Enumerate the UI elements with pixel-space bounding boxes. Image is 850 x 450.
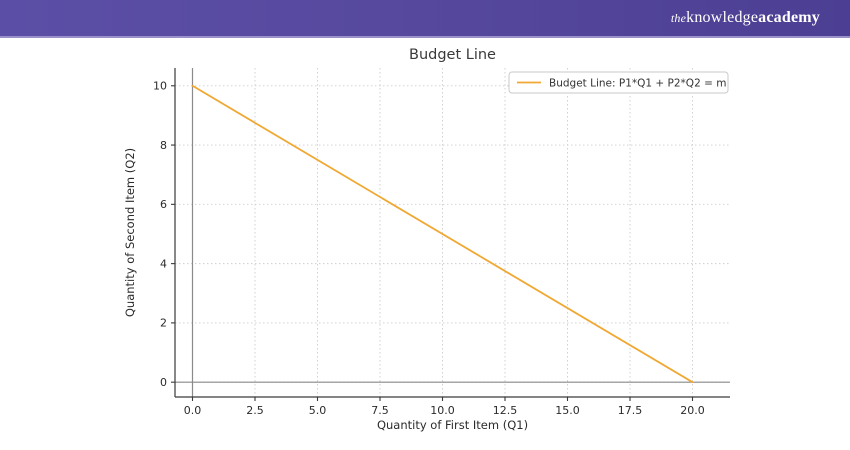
zero-reference-lines: [175, 68, 730, 397]
brand-academy: academy: [758, 9, 820, 26]
svg-text:6: 6: [160, 198, 167, 211]
svg-text:4: 4: [160, 257, 167, 270]
axes-spines: [174, 68, 730, 398]
svg-text:8: 8: [160, 139, 167, 152]
svg-text:10.0: 10.0: [430, 404, 455, 417]
svg-text:12.5: 12.5: [493, 404, 518, 417]
brand-logo: theknowledgeacademy: [671, 10, 820, 26]
svg-text:10: 10: [153, 80, 167, 93]
legend-box: [508, 71, 729, 94]
legend: Budget Line: P1*Q1 + P2*Q2 = m: [508, 71, 729, 94]
svg-text:20.0: 20.0: [680, 404, 705, 417]
chart-title: Budget Line: [409, 47, 496, 63]
svg-text:0.0: 0.0: [184, 404, 202, 417]
y-axis-label: Quantity of Second Item (Q2): [123, 148, 137, 317]
x-axis-ticks: 0.0 2.5 5.0 7.5 10.0 12.5 15.0 17.5 20.0: [184, 397, 705, 417]
svg-text:5.0: 5.0: [309, 404, 327, 417]
budget-line-chart: 0.0 2.5 5.0 7.5 10.0 12.5 15.0 17.5 20.0 0 2 4 6 8 10 B…: [0, 38, 850, 450]
svg-text:2: 2: [160, 317, 167, 330]
header-bar: theknowledgeacademy: [0, 0, 850, 38]
brand-knowledge: knowledge: [686, 9, 759, 26]
brand-the: the: [670, 11, 687, 25]
budget-line-series: [191, 84, 694, 384]
svg-text:0: 0: [160, 376, 167, 389]
chart-area: 0.0 2.5 5.0 7.5 10.0 12.5 15.0 17.5 20.0 0 2 4 6 8 10 B…: [0, 38, 850, 450]
svg-text:17.5: 17.5: [618, 404, 643, 417]
x-axis-label: Quantity of First Item (Q1): [377, 418, 528, 432]
svg-text:15.0: 15.0: [555, 404, 580, 417]
legend-label: Budget Line: P1*Q1 + P2*Q2 = m: [549, 78, 726, 90]
svg-text:7.5: 7.5: [371, 404, 389, 417]
y-axis-ticks: 0 2 4 6 8 10: [153, 80, 175, 389]
svg-text:2.5: 2.5: [246, 404, 264, 417]
